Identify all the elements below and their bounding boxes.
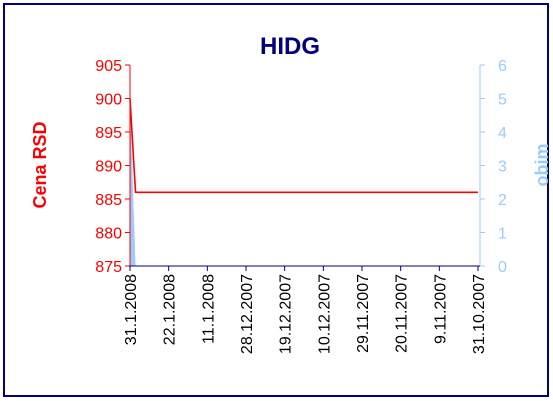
x-tick-label: 28.12.2007 [239, 274, 256, 354]
x-tick-label: 19.12.2007 [278, 274, 295, 354]
y-tick-label: 890 [95, 159, 122, 176]
y2-tick-label: 6 [498, 58, 507, 75]
x-tick-label: 10.12.2007 [316, 274, 333, 354]
x-tick-label: 31.1.2008 [123, 274, 140, 345]
y-tick-label: 875 [95, 259, 122, 276]
x-tick-label: 29.11.2007 [355, 274, 372, 353]
x-tick-label: 11.1.2008 [200, 274, 217, 344]
y-tick-label: 885 [95, 192, 122, 209]
y2-tick-label: 3 [498, 159, 507, 176]
x-tick-label: 9.11.2007 [432, 274, 449, 344]
y-tick-label: 895 [95, 125, 122, 142]
price-line [129, 98, 478, 194]
x-tick-label: 20.11.2007 [394, 274, 411, 353]
x-tick-label: 22.1.2008 [162, 274, 179, 345]
chart-title: HIDG [260, 33, 320, 60]
chart-border [3, 3, 549, 397]
y-axis-label: Cena RSD [30, 121, 50, 208]
y-tick-label: 900 [95, 92, 122, 109]
y2-tick-label: 1 [498, 226, 507, 243]
y2-tick-label: 5 [498, 92, 507, 109]
x-tick-label: 31.10.2007 [471, 274, 488, 354]
y-tick-label: 880 [95, 226, 122, 243]
y-tick-label: 905 [95, 58, 122, 75]
y2-tick-label: 2 [498, 192, 507, 209]
y2-tick-label: 4 [498, 125, 507, 142]
y2-axis-label: obim [532, 144, 552, 187]
y2-tick-label: 0 [498, 259, 507, 276]
